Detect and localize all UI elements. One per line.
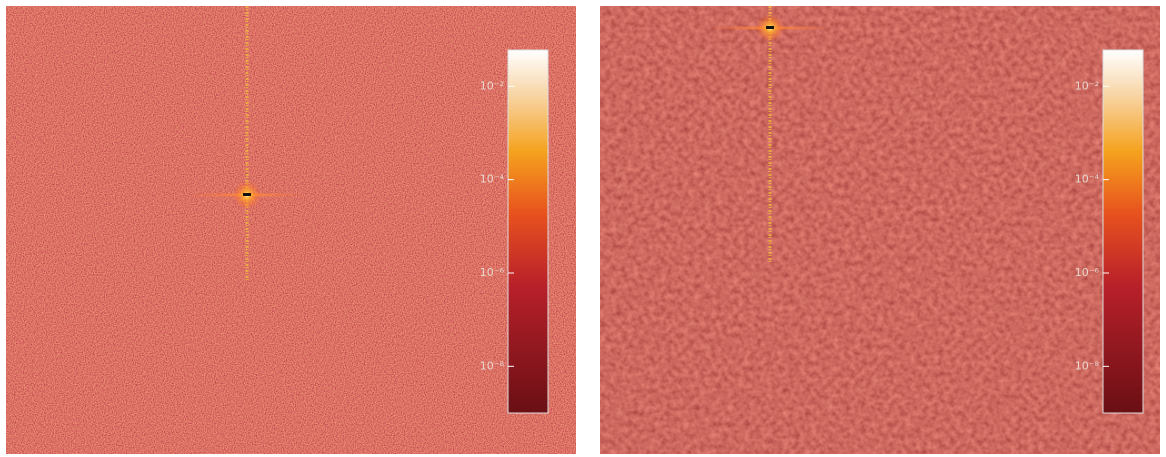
colorbar-tick-label: 10⁻² bbox=[480, 79, 504, 92]
colorbar-tick-label: 10⁻⁴ bbox=[480, 173, 505, 186]
heatmap-image bbox=[600, 6, 1160, 454]
colorbar-tick-label: 10⁻⁸ bbox=[1075, 359, 1100, 372]
colorbar bbox=[507, 49, 549, 414]
colorbar-tick-label: 10⁻⁸ bbox=[480, 359, 505, 372]
heatmap-image bbox=[6, 6, 576, 454]
colorbar-tick-label: 10⁻⁴ bbox=[1075, 173, 1100, 186]
colorbar-tick-label: 10⁻⁶ bbox=[1075, 266, 1100, 279]
colorbar-tick-label: 10⁻² bbox=[1075, 79, 1099, 92]
spot-core bbox=[766, 26, 774, 29]
colorbar-tick-label: 10⁻⁶ bbox=[480, 266, 505, 279]
spot-core bbox=[243, 193, 251, 196]
colorbar bbox=[1102, 49, 1144, 414]
